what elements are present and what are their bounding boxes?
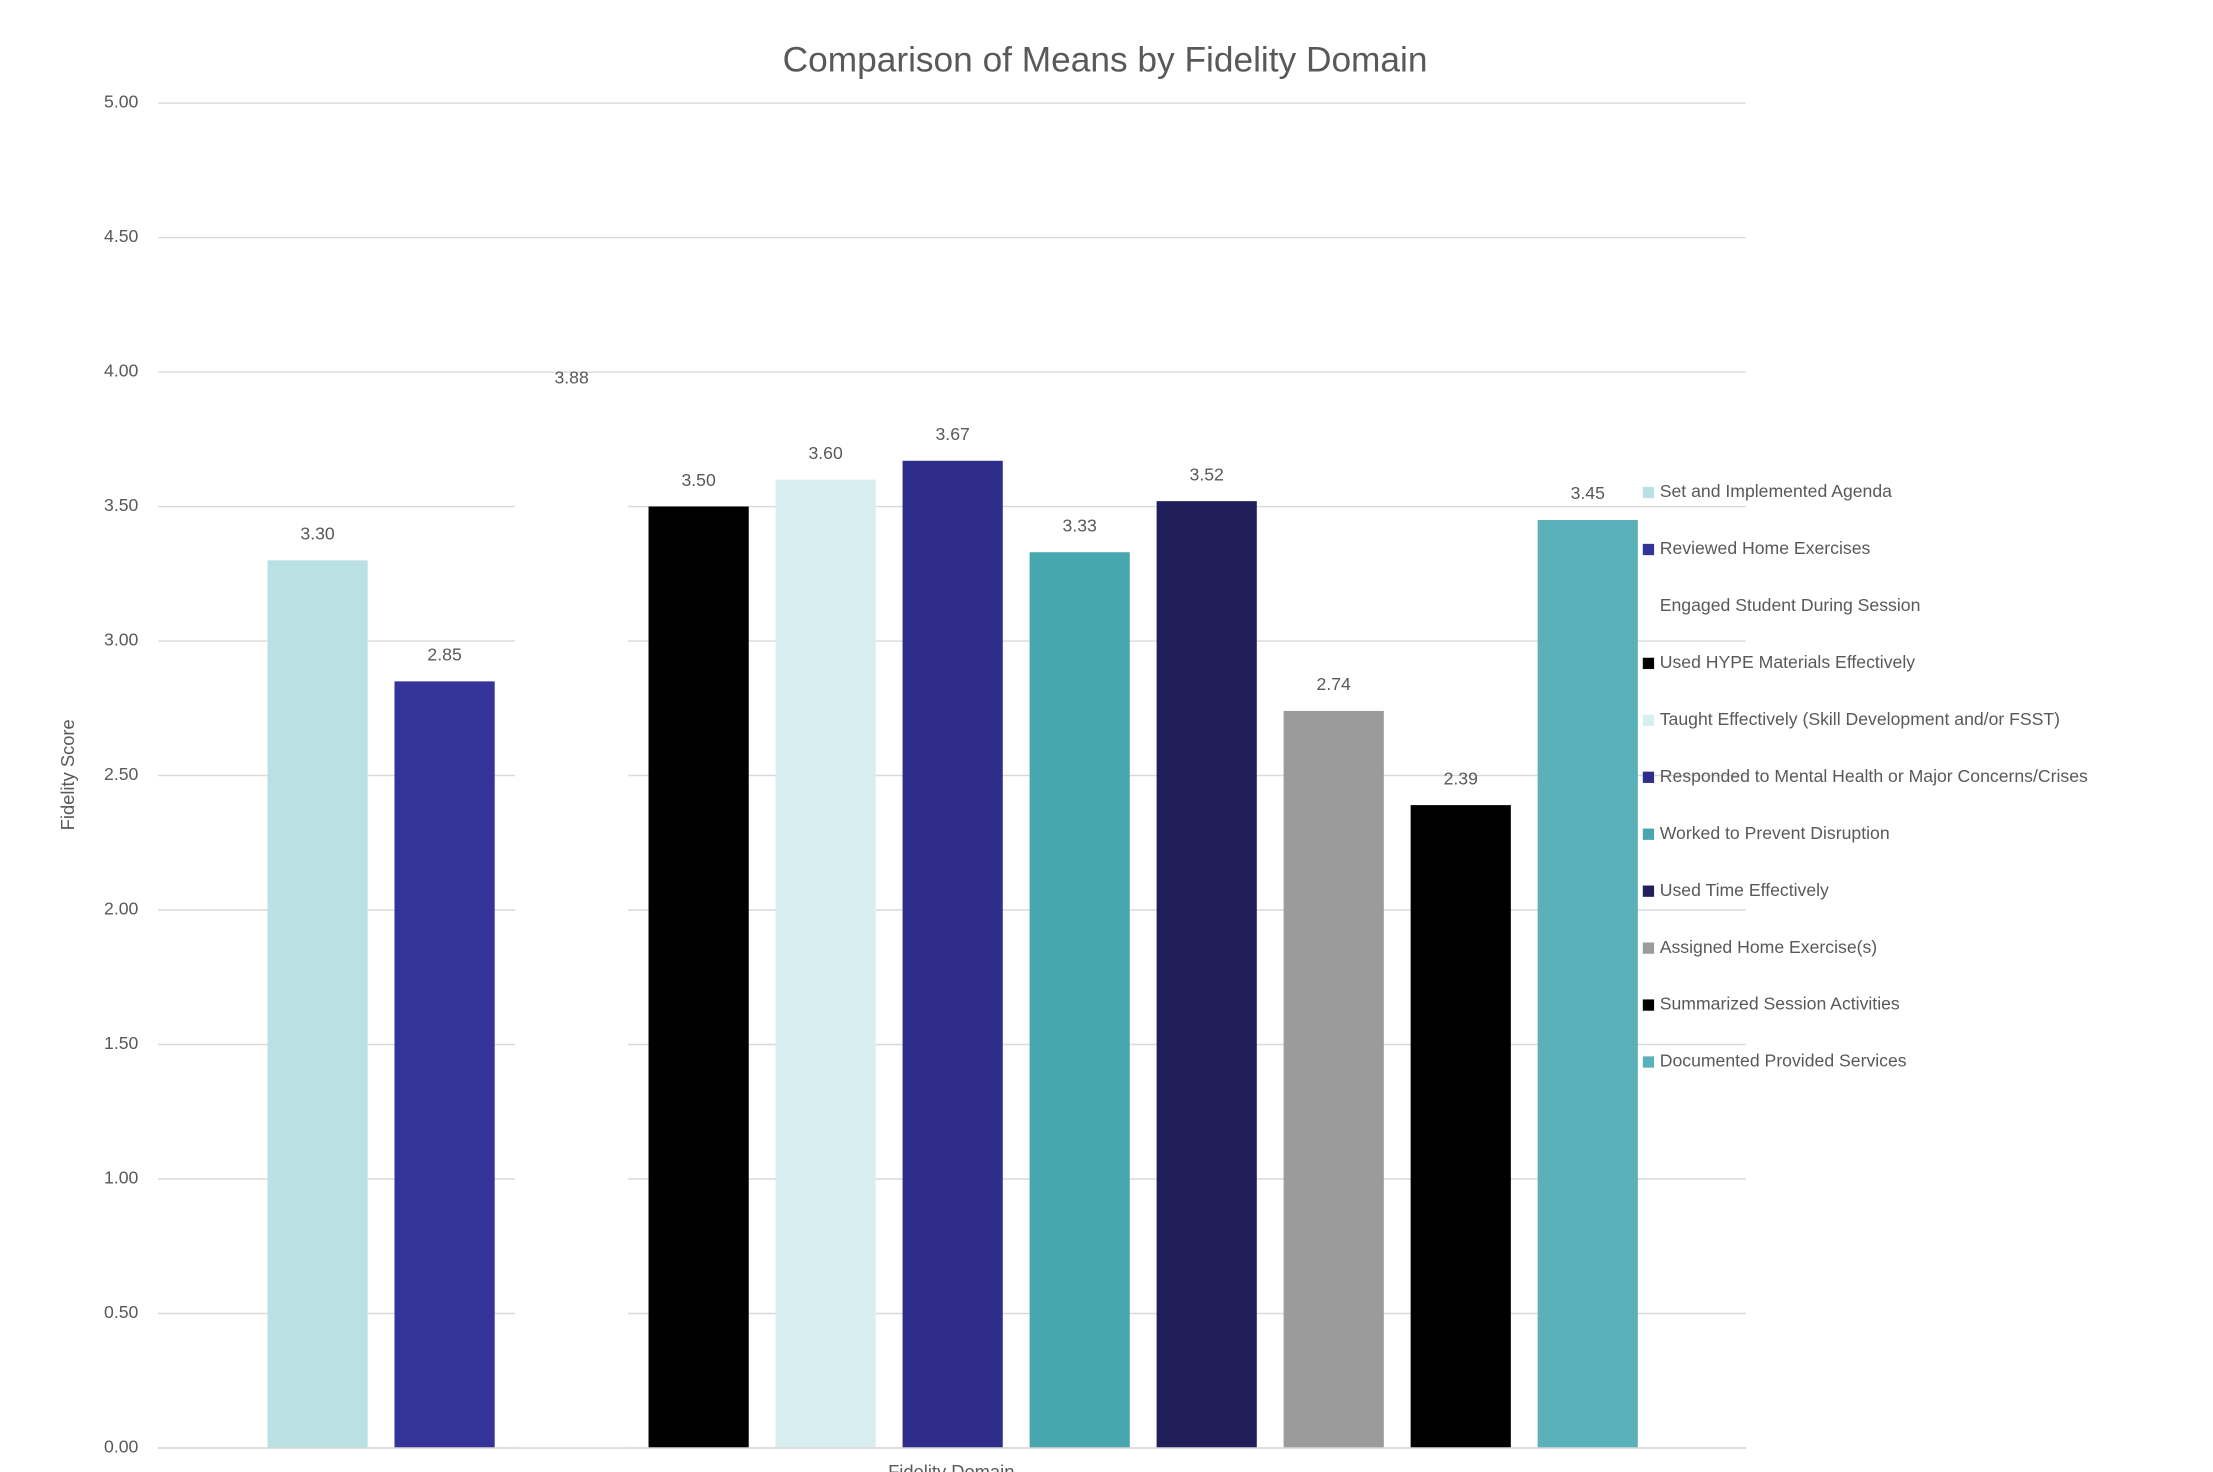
legend-marker: [1642, 828, 1655, 840]
legend-marker: [1642, 999, 1655, 1011]
bar: [1283, 710, 1384, 1449]
y-tick-label: 4.00: [104, 361, 139, 381]
value-label: 3.67: [936, 424, 970, 444]
legend-marker: [1642, 657, 1655, 670]
bar: [775, 479, 876, 1449]
bar: [515, 404, 629, 1449]
value-label: 3.45: [1571, 483, 1606, 503]
value-label: 3.88: [554, 368, 589, 388]
legend-label: Set and Implemented Agenda: [1660, 481, 1892, 501]
legend-marker: [1642, 942, 1655, 954]
bar: [1410, 805, 1511, 1449]
legend-marker: [1642, 771, 1655, 783]
legend-label: Used Time Effectively: [1660, 880, 1829, 900]
legend-label: Summarized Session Activities: [1660, 994, 1900, 1014]
value-label: 3.50: [681, 470, 716, 490]
legend-label: Assigned Home Exercise(s): [1660, 937, 1877, 957]
legend-marker: [1642, 714, 1655, 726]
legend-marker: [1642, 543, 1655, 556]
bar: [648, 506, 749, 1449]
y-tick-label: 2.00: [104, 899, 139, 919]
x-axis-title: Fidelity Domain: [888, 1461, 1014, 1472]
value-label: 2.85: [427, 645, 462, 665]
legend-marker: [1642, 1056, 1655, 1068]
bar: [267, 560, 368, 1449]
y-tick-label: 3.50: [104, 495, 139, 515]
value-label: 2.39: [1444, 768, 1478, 788]
value-label: 2.74: [1317, 674, 1352, 694]
legend-marker: [1642, 600, 1655, 613]
y-tick-label: 5.00: [104, 92, 139, 112]
y-axis-title: Fidelity Score: [57, 719, 78, 830]
legend-label: Used HYPE Materials Effectively: [1660, 652, 1916, 672]
y-tick-label: 1.50: [104, 1033, 139, 1053]
legend-marker: [1642, 486, 1655, 499]
bar: [902, 460, 1003, 1449]
bar: [1537, 519, 1638, 1449]
y-tick-label: 0.00: [104, 1437, 139, 1457]
legend-label: Taught Effectively (Skill Development an…: [1660, 709, 2060, 729]
value-label: 3.52: [1190, 464, 1224, 484]
y-tick-label: 4.50: [104, 226, 139, 246]
chart-title: Comparison of Means by Fidelity Domain: [783, 40, 1428, 79]
y-tick-label: 1.00: [104, 1168, 139, 1188]
y-tick-label: 2.50: [104, 764, 139, 784]
legend-label: Documented Provided Services: [1660, 1051, 1907, 1071]
legend-label: Worked to Prevent Disruption: [1660, 823, 1890, 843]
legend-marker: [1642, 885, 1655, 897]
value-label: 3.30: [300, 524, 335, 544]
bar: [1029, 552, 1130, 1449]
legend-label: Reviewed Home Exercises: [1660, 538, 1871, 558]
bar: [1156, 501, 1257, 1449]
value-label: 3.60: [808, 443, 843, 463]
bar: [394, 681, 495, 1449]
y-tick-label: 3.00: [104, 630, 139, 650]
y-tick-label: 0.50: [104, 1302, 139, 1322]
legend-label: Engaged Student During Session: [1660, 595, 1921, 615]
value-label: 3.33: [1063, 516, 1098, 536]
legend-label: Responded to Mental Health or Major Conc…: [1660, 766, 2088, 786]
